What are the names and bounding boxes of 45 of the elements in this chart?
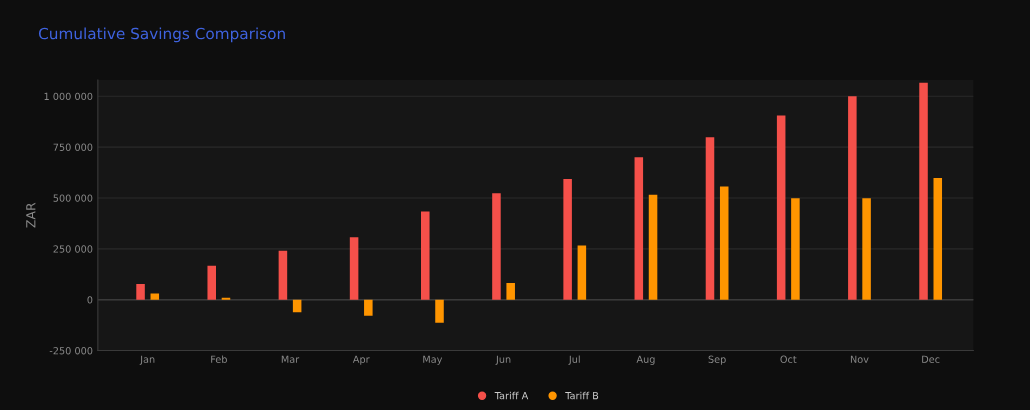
bar [364,299,373,316]
bar [791,198,800,300]
y-tick-label: -250 000 [49,347,93,355]
bar [848,96,857,300]
x-tick-label: Feb [211,355,227,363]
bar [506,283,515,300]
bar [207,265,217,300]
bar [349,237,359,300]
legend-label: Tariff B [565,391,599,400]
chart-title: Cumulative Savings Comparison [38,27,285,43]
bar [933,178,943,300]
bar [221,297,231,300]
y-tick-label: 250 000 [53,245,93,253]
x-tick-label: May [423,355,443,365]
x-tick-label: Dec [922,355,940,363]
bar [862,198,871,300]
y-axis-title: ZAR [26,202,36,228]
x-tick-label: Oct [780,355,797,363]
bar [705,137,715,300]
bar [648,194,658,300]
bar [577,245,587,300]
bar [634,157,644,300]
x-tick-label: Jun [495,355,511,365]
x-tick-label: Aug [636,355,655,365]
bar [278,250,288,300]
x-tick-label: Jan [139,355,155,365]
bar [776,115,786,300]
bar [150,293,160,300]
x-tick-label: Nov [850,355,869,363]
bar [421,211,430,300]
x-tick-label: Jul [568,355,580,365]
y-tick-label: 500 000 [53,194,93,202]
bar [136,284,145,300]
y-tick-label: 1 000 000 [44,92,93,101]
bar [492,193,501,300]
legend-label: Tariff A [494,391,529,400]
x-tick-label: Sep [708,355,726,365]
y-tick-label: 0 [87,296,93,304]
bar [435,299,444,323]
x-tick-label: Apr [352,355,370,365]
bar [719,186,729,300]
bar [919,82,928,300]
bar [563,179,572,300]
y-tick-label: 750 000 [53,143,93,151]
x-tick-label: Mar [281,355,300,363]
